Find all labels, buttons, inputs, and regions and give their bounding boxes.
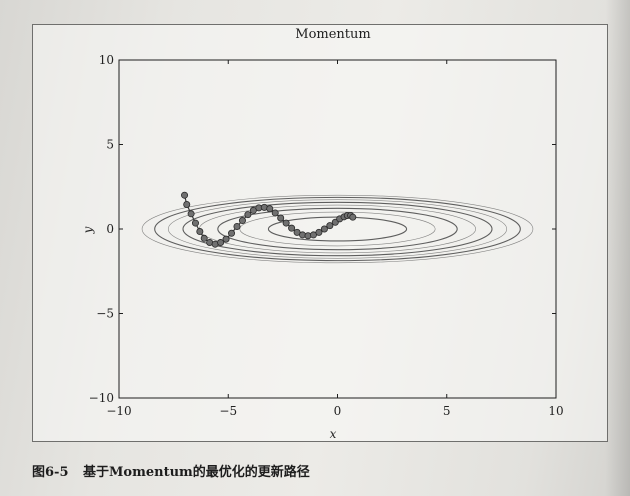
x-tick-label: −10 <box>106 404 131 418</box>
path-point <box>271 209 279 217</box>
x-tick-label: 10 <box>548 404 563 418</box>
contour-line <box>239 211 436 247</box>
contour-line <box>182 201 493 257</box>
path-point <box>244 211 252 219</box>
contour-line <box>141 194 534 264</box>
path-point <box>320 225 328 233</box>
path-point <box>349 213 357 221</box>
axis-ticks: −10 −5 0 5 10 −10 −5 0 5 10 <box>89 53 564 418</box>
path-point <box>200 234 208 242</box>
plot-area <box>118 59 557 399</box>
x-tick-label: 0 <box>334 404 342 418</box>
y-tick-label: 10 <box>99 53 114 67</box>
x-tick-label: −5 <box>219 404 237 418</box>
y-tick-label: 0 <box>106 222 114 236</box>
contour-line <box>217 207 458 251</box>
path-point <box>238 217 246 225</box>
path-point <box>228 229 236 237</box>
x-axis-label: x <box>330 427 337 441</box>
path-point <box>181 191 189 199</box>
path-point <box>282 219 290 227</box>
figure-caption-text: 基于Momentum的最优化的更新路径 <box>83 465 310 480</box>
path-point <box>217 239 225 247</box>
x-tick-label: 5 <box>443 404 451 418</box>
y-tick-label: 5 <box>106 138 114 152</box>
path-point <box>183 200 191 208</box>
path-point <box>266 205 274 213</box>
y-axis-label: y <box>81 226 95 234</box>
chart-title: Momentum <box>295 27 370 42</box>
figure-caption: 图6-5 基于Momentum的最优化的更新路径 <box>32 461 310 480</box>
y-tick-label: −10 <box>89 391 114 405</box>
contour-line <box>154 196 521 262</box>
path-point <box>277 214 285 222</box>
path-point <box>222 235 230 243</box>
path-point <box>315 228 323 236</box>
path-point <box>233 222 241 230</box>
page-edge-shadow <box>605 0 630 496</box>
y-tick-label: −5 <box>96 307 114 321</box>
path-point <box>191 219 199 227</box>
figure-number: 图6-5 <box>32 465 69 480</box>
path-points <box>181 191 357 248</box>
path-point <box>196 228 204 236</box>
contour-line <box>167 199 508 259</box>
path-point <box>326 222 334 230</box>
path-point <box>187 210 195 218</box>
path-point <box>288 224 296 232</box>
